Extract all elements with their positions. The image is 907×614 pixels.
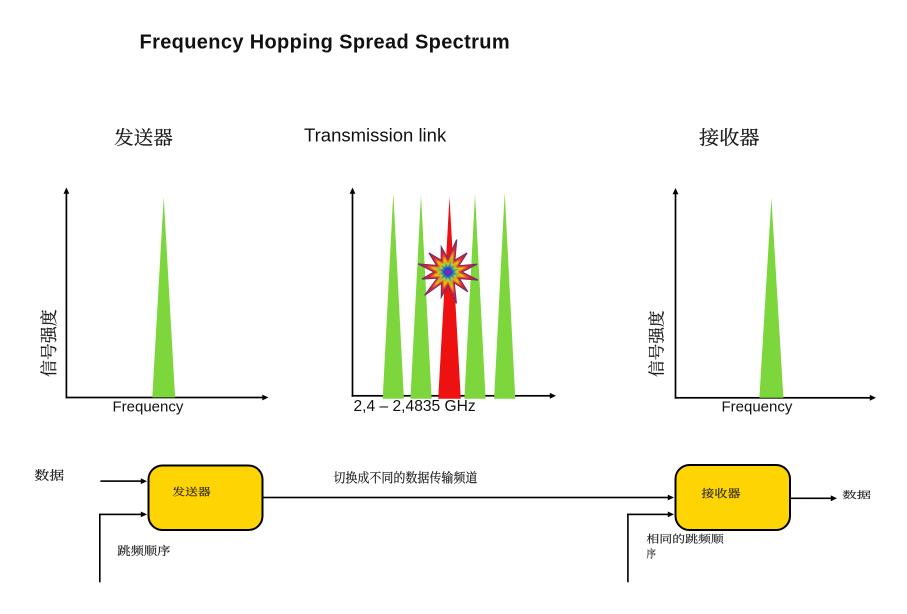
svg-text:Transmission link: Transmission link [304,125,447,146]
svg-text:Frequency: Frequency [113,399,184,416]
svg-text:Frequency: Frequency [722,399,793,416]
svg-text:Frequency Hopping Spread Spect: Frequency Hopping Spread Spectrum [140,32,511,54]
svg-text:2,4 – 2,4835 GHz: 2,4 – 2,4835 GHz [354,398,476,415]
